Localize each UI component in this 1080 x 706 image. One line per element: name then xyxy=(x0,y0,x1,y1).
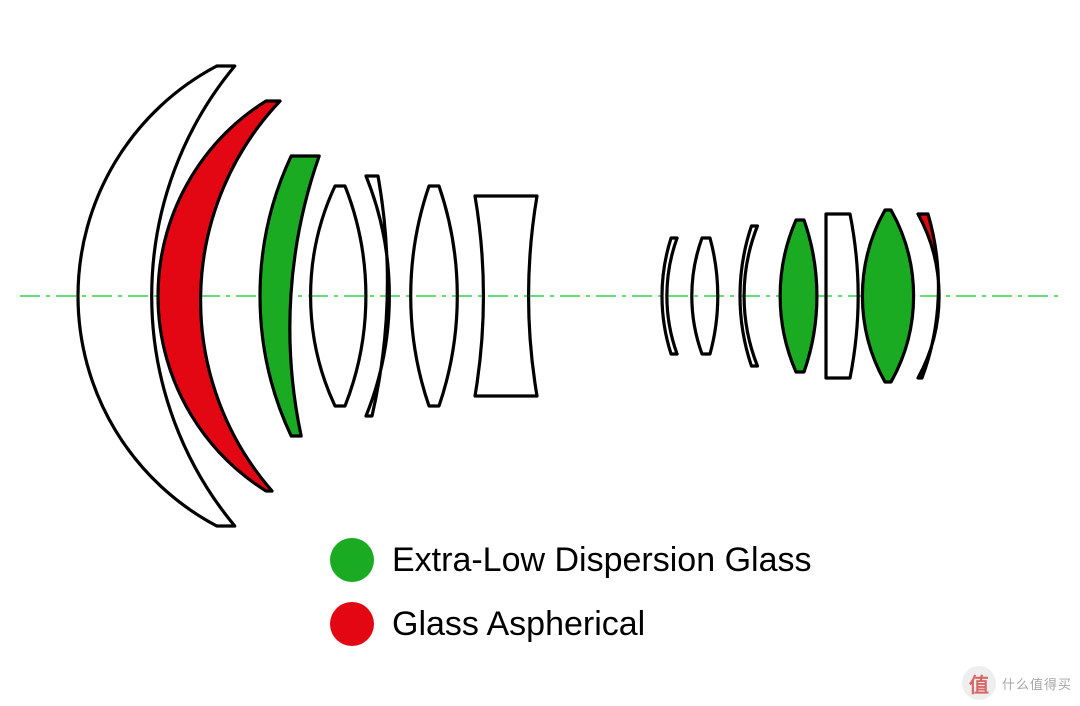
lens-diagram xyxy=(0,0,1080,706)
legend-row-0: Extra-Low Dispersion Glass xyxy=(330,538,811,582)
lens-element-5 xyxy=(366,176,389,416)
watermark-text: 什么值得买 xyxy=(1002,674,1072,693)
watermark: 值 什么值得买 xyxy=(962,666,1072,700)
legend-swatch xyxy=(330,602,374,646)
lens-element-13 xyxy=(862,210,913,382)
legend-row-1: Glass Aspherical xyxy=(330,602,645,646)
legend-label: Extra-Low Dispersion Glass xyxy=(392,541,811,580)
watermark-icon: 值 xyxy=(962,666,996,700)
legend-swatch xyxy=(330,538,374,582)
legend-label: Glass Aspherical xyxy=(392,605,645,644)
lens-element-11 xyxy=(780,220,817,372)
